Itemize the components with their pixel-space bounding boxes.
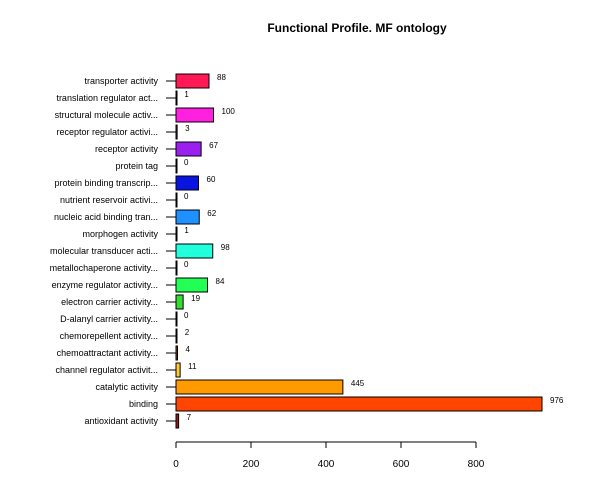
category-label: electron carrier activity...: [61, 297, 158, 307]
category-label: translation regulator act...: [56, 93, 158, 103]
bar: [175, 73, 210, 89]
bar: [175, 209, 200, 225]
value-label: 1: [184, 90, 189, 99]
value-label: 976: [550, 396, 564, 405]
value-label: 1: [184, 226, 189, 235]
x-tick-label: 0: [173, 459, 179, 470]
category-label: protein binding transcrip...: [54, 178, 158, 188]
bar: [175, 90, 178, 106]
category-label: chemoattractant activity...: [57, 348, 158, 358]
value-label: 3: [185, 124, 190, 133]
category-label: molecular transducer acti...: [50, 246, 158, 256]
value-label: 7: [187, 413, 192, 422]
value-label: 84: [216, 277, 225, 286]
labels-layer: antioxidant activity 7 binding 976 catalytic…: [50, 73, 564, 426]
bar: [175, 226, 178, 242]
bar: [175, 260, 178, 276]
category-label: channel regulator activit...: [55, 365, 158, 375]
value-label: 2: [185, 328, 190, 337]
category-label: D-alanyl carrier activity...: [60, 314, 158, 324]
value-label: 0: [184, 192, 189, 201]
category-label: nutrient reservoir activi...: [60, 195, 158, 205]
value-label: 100: [222, 107, 236, 116]
bar: [175, 124, 178, 140]
value-label: 11: [188, 362, 197, 371]
category-label: binding: [129, 399, 158, 409]
x-tick-label: 400: [318, 459, 335, 470]
x-tick-label: 800: [468, 459, 485, 470]
value-label: 60: [207, 175, 216, 184]
bars-layer: [175, 73, 543, 429]
value-label: 445: [351, 379, 365, 388]
category-label: antioxidant activity: [84, 416, 158, 426]
category-label: chemorepellent activity...: [60, 331, 158, 341]
category-label: structural molecule activ...: [55, 110, 158, 120]
value-label: 4: [186, 345, 191, 354]
category-label: transporter activity: [84, 76, 158, 86]
value-label: 67: [209, 141, 218, 150]
bar: [175, 277, 208, 293]
category-label: receptor regulator activi...: [56, 127, 158, 137]
x-tick-label: 200: [243, 459, 260, 470]
bar: [175, 175, 199, 191]
category-label: morphogen activity: [82, 229, 158, 239]
bar: [175, 311, 178, 327]
value-label: 0: [184, 311, 189, 320]
value-label: 0: [184, 260, 189, 269]
category-label: nucleic acid binding tran...: [54, 212, 158, 222]
bar: [175, 141, 202, 157]
bar: [175, 294, 184, 310]
bar: [175, 328, 178, 344]
bar: [175, 345, 178, 361]
value-label: 88: [217, 73, 226, 82]
value-label: 0: [184, 158, 189, 167]
x-tick-label: 600: [393, 459, 410, 470]
bar: [175, 413, 180, 429]
bar: [175, 396, 543, 412]
bar: [175, 362, 181, 378]
bar: [175, 158, 178, 174]
category-label: metallochaperone activity...: [50, 263, 158, 273]
bar: [175, 192, 178, 208]
category-label: enzyme regulator activity...: [52, 280, 158, 290]
bar: [175, 107, 214, 123]
value-label: 19: [191, 294, 200, 303]
bar: [175, 379, 344, 395]
chart-title: Functional Profile. MF ontology: [267, 21, 447, 35]
category-label: receptor activity: [95, 144, 159, 154]
category-label: catalytic activity: [95, 382, 158, 392]
value-label: 62: [207, 209, 216, 218]
value-label: 98: [221, 243, 230, 252]
x-axis: 0 200 400 600 800: [166, 80, 485, 470]
category-label: protein tag: [115, 161, 158, 171]
bar: [175, 243, 214, 259]
